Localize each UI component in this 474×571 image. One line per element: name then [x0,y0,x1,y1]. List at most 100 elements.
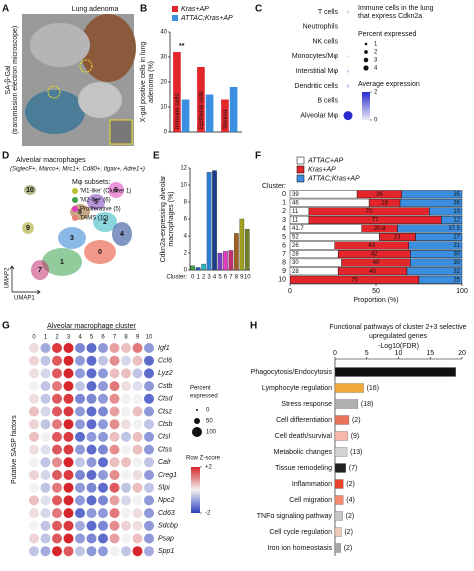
row-label: Calr [158,459,172,466]
heat-dot [40,546,51,557]
size-tick-label: 2 [374,50,378,56]
heat-dot [98,343,108,353]
value-label: 46 [292,200,299,206]
heat-dot [63,355,74,366]
value-label: 30 [292,260,299,266]
x-tick-label: 10 [244,275,251,281]
heat-dot [40,457,51,468]
heat-dot [86,368,97,379]
bar [228,250,234,271]
bar-segment [289,233,380,241]
bar-segment [429,207,463,216]
value-label: 21 [394,235,401,241]
category-label: TNFα signaling pathway [257,513,333,520]
heat-dot [40,482,51,493]
row-label: NK cells [312,38,338,45]
heat-dot [121,381,131,392]
heat-dot [63,495,74,506]
column-label: 10 [146,335,153,341]
cluster-cloud [31,260,49,280]
size-tick-label: 3 [374,58,378,64]
row-label: Ccl6 [158,358,172,365]
heat-dot [132,546,143,557]
heat-dot [98,393,108,404]
size-title: Percent [190,386,211,392]
heat-dot [29,482,39,493]
bar [334,383,364,393]
x-tick-label: 15 [426,350,434,357]
heat-dot [132,381,143,392]
heat-dot [109,470,120,480]
heat-dot [52,368,62,379]
cluster-cloud [84,240,116,264]
heat-dot [121,393,131,404]
x-tick-label: 10 [395,350,403,357]
row-label: B cells [317,98,338,105]
heat-dot [132,520,143,531]
heat-dot [52,355,62,366]
cluster-label: 0 [98,249,102,256]
heat-dot [29,520,39,531]
heat-dot [29,419,39,430]
value-label: 12 [453,217,460,223]
heat-dot [40,470,51,480]
heat-dot [29,457,39,468]
y-label: Cdkn2a-expressing alveolar [160,175,167,262]
cluster-cloud [24,185,36,195]
heat-dot [86,419,97,430]
y-tick-label: 2 [282,208,286,215]
size-title: Percent expressed [358,31,416,38]
legend-dot [72,215,78,221]
y-label: Putative SASP factors [11,415,18,484]
dot [346,10,350,14]
size-key [363,57,369,63]
bar-segment [289,198,370,207]
heat-dot [63,482,74,493]
x-tick-label: 2 [202,275,206,281]
bar [201,263,206,271]
bar [223,251,228,271]
x-tick-label: 7 [229,275,233,281]
x-tick-label: 0 [333,350,337,357]
heat-dot [86,355,97,366]
heat-dot [29,495,39,506]
heat-dot [40,431,51,442]
bar [334,367,456,377]
y-label: (transmission electron microscope) [12,26,19,135]
legend-label: 'M1-like' (Cluster 1) [80,189,131,195]
heat-dot [144,444,154,455]
bar-segment [397,224,463,233]
significance: ** [179,43,185,50]
heat-dot [109,343,120,353]
y-tick-label: 5 [282,234,286,241]
heat-dot [29,444,39,455]
cluster-label: 8 [78,209,82,216]
category-label: Cell differentiation [276,417,332,424]
heat-dot [109,533,120,544]
category-label: Stress response [281,401,332,408]
legend-title: Immune cells in the lung [358,5,434,12]
size-key [364,50,368,54]
bar [334,479,344,489]
heat-dot [86,381,97,392]
bar [334,399,359,409]
annotation: (16) [367,385,379,392]
heat-dot [144,343,154,353]
marker [79,59,93,73]
colorbar-tick-label: 0 [374,118,378,124]
marker [47,85,61,99]
legend-swatch [296,174,305,183]
column-label: 5 [90,335,94,341]
value-label: 43 [368,243,375,249]
heat-dot [121,482,131,493]
panel-label: F [255,151,261,162]
heat-dot [132,482,143,493]
size-tick-label: 100 [206,430,217,436]
heat-dot [29,533,39,544]
bar [334,463,346,473]
heat-dot [86,343,97,353]
heat-dot [121,406,131,417]
y-tick-label: 30 [160,55,167,61]
heat-dot [144,393,154,404]
heat-dot [109,457,120,468]
